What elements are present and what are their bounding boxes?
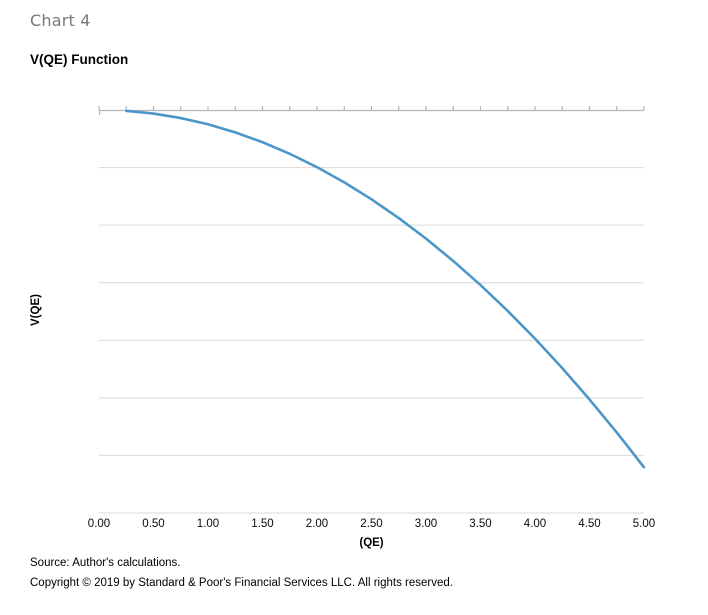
source-note: Source: Author's calculations. (30, 557, 181, 569)
vqe-curve (124, 109, 646, 469)
x-tick-label: 1.50 (251, 518, 274, 530)
y-axis-title: V(QE) (30, 294, 42, 326)
x-tick-label: 2.00 (305, 518, 329, 530)
x-tick-label: 3.50 (469, 518, 492, 530)
copyright-note: Copyright © 2019 by Standard & Poor's Fi… (30, 577, 453, 589)
x-tick-label: 0.50 (142, 518, 165, 530)
chart-kicker: Chart 4 (30, 11, 91, 30)
x-tick-label: 1.00 (196, 518, 220, 530)
x-tick-label: 0.00 (87, 518, 111, 530)
plot-area (98, 106, 646, 514)
x-tick-label: 5.00 (632, 518, 656, 530)
x-axis-title: (QE) (359, 537, 384, 549)
x-tick-label: 3.00 (414, 518, 438, 530)
x-tick-label: 4.50 (578, 518, 601, 530)
x-tick-label: 4.00 (523, 518, 547, 530)
x-tick-label: 2.50 (360, 518, 383, 530)
chart-title: V(QE) Function (30, 52, 129, 67)
